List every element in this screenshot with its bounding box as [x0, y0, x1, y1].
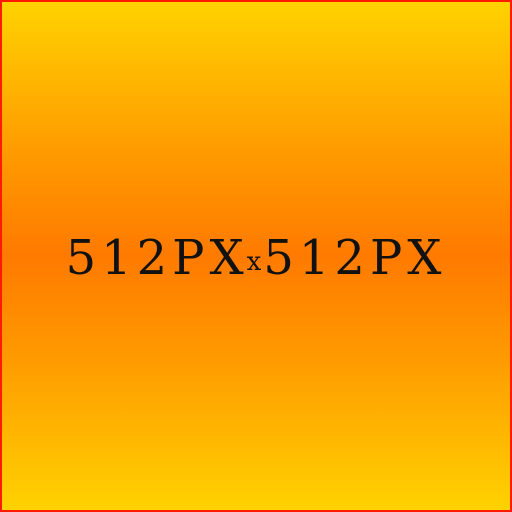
height-text: 512PX	[263, 230, 447, 286]
times-separator: x	[246, 247, 262, 277]
width-text: 512PX	[65, 230, 249, 286]
dimension-label: 512PX x 512PX	[2, 228, 510, 288]
